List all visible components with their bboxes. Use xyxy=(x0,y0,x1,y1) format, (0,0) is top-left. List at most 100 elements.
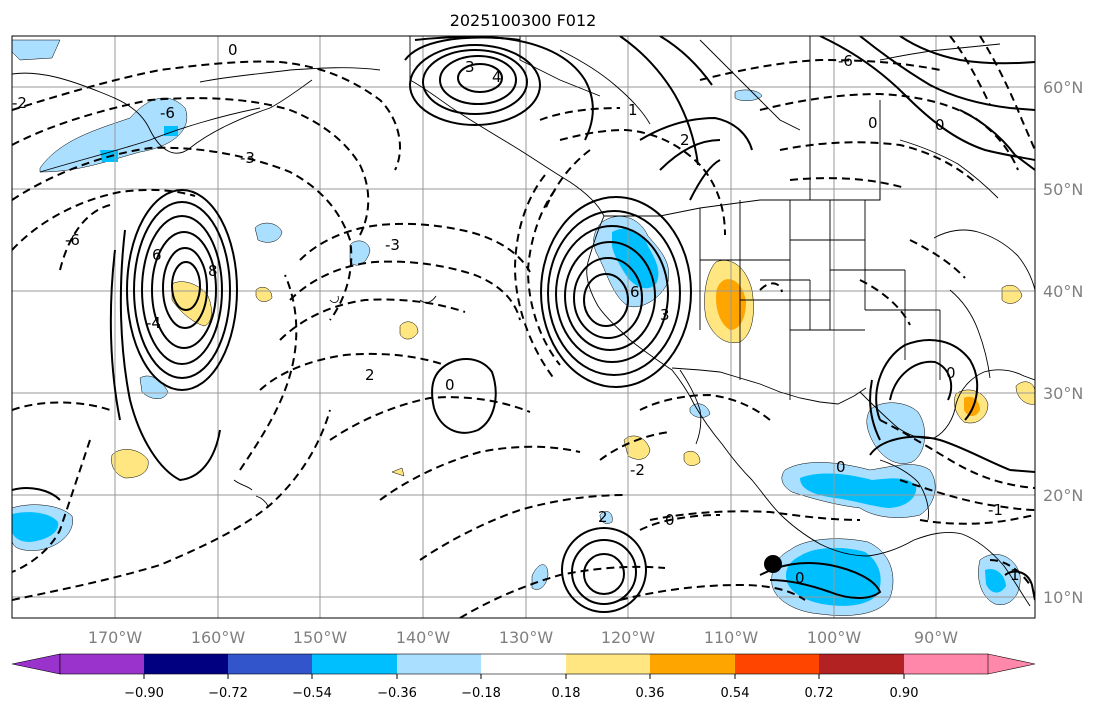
shade-region xyxy=(866,402,926,464)
contour-label: 2 xyxy=(598,508,608,526)
colorbar-tick-label: 0.54 xyxy=(721,686,750,701)
colorbar-segment xyxy=(566,654,650,674)
map-area: 0 -3 -6 -6 6 8 -4 -3 2 0 4 3 1 2 6 3 -2 … xyxy=(12,36,1035,618)
shade-region xyxy=(623,435,651,460)
contour-label: -2 xyxy=(630,461,645,479)
contour-label: 6 xyxy=(152,246,162,264)
contour-label: 3 xyxy=(465,58,475,76)
lon-label: 90°W xyxy=(914,628,958,647)
colorbar-segment xyxy=(144,654,228,674)
colorbar-ticks xyxy=(143,674,905,679)
shade-region xyxy=(800,473,917,508)
contour-label: 3 xyxy=(660,306,670,324)
contour-label: 8 xyxy=(208,262,218,280)
contour-label: 0 xyxy=(228,41,238,59)
contour-label: 1 xyxy=(1010,566,1020,584)
lon-label: 130°W xyxy=(499,628,554,647)
lat-label: 60°N xyxy=(1043,78,1083,97)
longitude-labels: 170°W 160°W 150°W 140°W 130°W 120°W 110°… xyxy=(88,628,958,647)
colorbar-tick-label: −0.54 xyxy=(292,686,332,701)
lat-label: 40°N xyxy=(1043,282,1083,301)
gridlines xyxy=(12,36,1035,618)
colorbar-tick-label: −0.18 xyxy=(461,686,501,701)
shade-region xyxy=(12,39,61,61)
latitude-labels: 60°N 50°N 40°N 30°N 20°N 10°N xyxy=(1043,78,1083,607)
colorbar-segment xyxy=(481,654,566,674)
colorbar-segment xyxy=(312,654,397,674)
shade-region xyxy=(164,126,178,136)
contour-label: 0 xyxy=(868,114,878,132)
contour-label: -3 xyxy=(240,149,255,167)
colorbar-tick-label: −0.36 xyxy=(377,686,417,701)
contour-label: 0 xyxy=(795,569,805,587)
contour-label: 2 xyxy=(365,366,375,384)
lon-label: 100°W xyxy=(807,628,862,647)
lat-label: 30°N xyxy=(1043,384,1083,403)
lon-label: 160°W xyxy=(191,628,246,647)
storm-center-marker xyxy=(764,555,782,573)
contour-label: -6 xyxy=(838,52,853,70)
lon-label: 170°W xyxy=(88,628,143,647)
contour-label: 0 xyxy=(665,511,675,529)
contour-label: -2 xyxy=(12,94,27,112)
shade-region xyxy=(985,568,1006,593)
contour-label: -3 xyxy=(385,236,400,254)
negative-contours xyxy=(12,36,1035,618)
shade-region xyxy=(683,451,701,466)
contour-label: 2 xyxy=(680,131,690,149)
colorbar-tick-label: −0.90 xyxy=(124,686,164,701)
colorbar-segment xyxy=(650,654,735,674)
colorbar-segment xyxy=(735,654,819,674)
lon-label: 110°W xyxy=(704,628,759,647)
map-frame xyxy=(11,35,1036,619)
lat-label: 10°N xyxy=(1043,588,1083,607)
map-title: 2025100300 F012 xyxy=(450,11,597,30)
shade-region xyxy=(1001,285,1023,304)
colorbar-tick-label: 0.90 xyxy=(890,686,919,701)
colorbar-segment xyxy=(397,654,481,674)
colorbar-tick-label: 0.36 xyxy=(636,686,665,701)
shade-region xyxy=(399,321,419,340)
shade-region xyxy=(734,89,763,101)
contour-label: 4 xyxy=(492,68,502,86)
colorbar-tick-label: 0.18 xyxy=(552,686,581,701)
contour-label: -4 xyxy=(146,314,161,332)
shade-region xyxy=(254,222,283,243)
shade-region xyxy=(599,511,613,524)
lon-label: 150°W xyxy=(293,628,348,647)
colorbar-extend-high xyxy=(904,654,1035,674)
shade-region xyxy=(39,97,188,173)
colorbar-tick-labels: −0.90 −0.72 −0.54 −0.36 −0.18 0.18 0.36 … xyxy=(124,686,918,701)
colorbar-extend-low xyxy=(11,653,61,675)
colorbar-tick-label: −0.72 xyxy=(208,686,248,701)
lon-label: 140°W xyxy=(396,628,451,647)
colorbar-segment xyxy=(228,654,312,674)
colorbar: −0.90 −0.72 −0.54 −0.36 −0.18 0.18 0.36 … xyxy=(11,653,1036,701)
contour-label: 0 xyxy=(445,376,455,394)
contour-label: -1 xyxy=(988,501,1003,519)
contour-label: -6 xyxy=(160,104,175,122)
colorbar-outline xyxy=(59,653,989,675)
lon-label: 120°W xyxy=(601,628,656,647)
lat-label: 20°N xyxy=(1043,486,1083,505)
positive-contours xyxy=(12,36,1035,613)
contour-label: -6 xyxy=(65,231,80,249)
contour-label: 0 xyxy=(935,116,945,134)
colorbar-segment xyxy=(819,654,904,674)
colorbar-segment xyxy=(60,654,144,674)
contour-label: 6 xyxy=(630,283,640,301)
shade-region xyxy=(349,240,371,266)
contour-labels: 0 -3 -6 -6 6 8 -4 -3 2 0 4 3 1 2 6 3 -2 … xyxy=(12,41,1020,587)
lat-label: 50°N xyxy=(1043,180,1083,199)
shade-region xyxy=(391,467,405,477)
colorbar-tick-label: 0.72 xyxy=(805,686,834,701)
contour-label: 0 xyxy=(946,364,956,382)
contour-label: 1 xyxy=(628,101,638,119)
shade-region xyxy=(12,512,59,542)
contour-label: 0 xyxy=(836,458,846,476)
contours xyxy=(12,36,1035,618)
shade-region xyxy=(111,449,149,479)
shaded-field xyxy=(12,39,1035,616)
